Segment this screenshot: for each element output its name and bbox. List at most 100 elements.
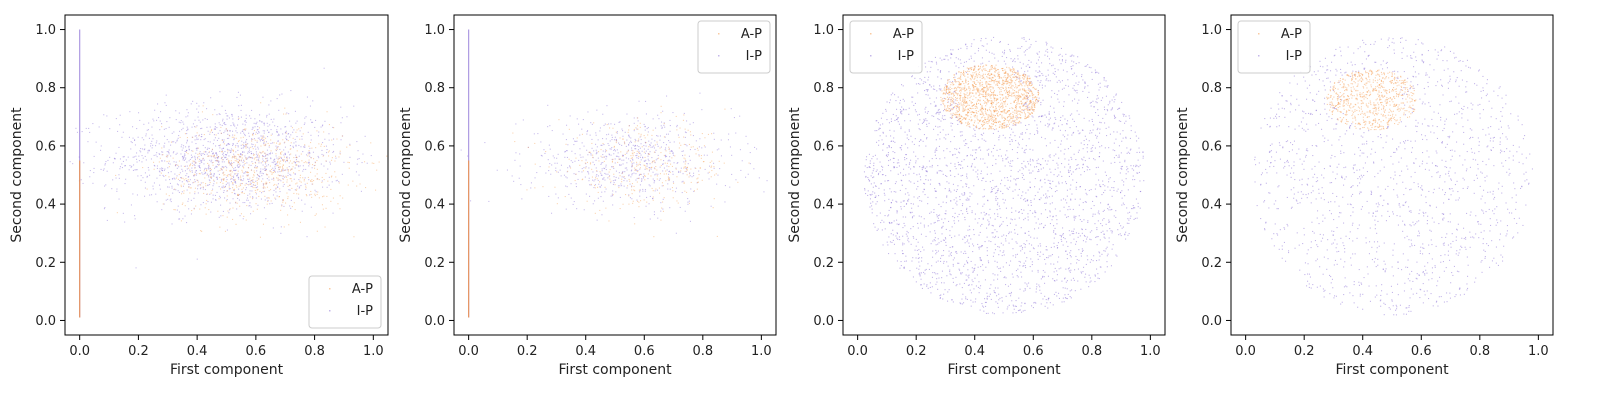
point-i-p — [869, 206, 871, 208]
point-a-p — [290, 148, 292, 150]
point-i-p — [639, 168, 641, 170]
point-i-p — [597, 179, 599, 181]
point-i-p — [935, 104, 937, 106]
point-i-p — [921, 169, 923, 171]
point-i-p — [937, 217, 939, 219]
point-i-p — [756, 148, 758, 150]
point-i-p — [871, 212, 873, 214]
point-i-p — [921, 200, 923, 202]
point-i-p — [622, 155, 624, 157]
point-i-p — [600, 186, 602, 188]
point-i-p — [243, 146, 245, 148]
point-i-p — [596, 151, 598, 153]
point-i-p — [1119, 233, 1121, 235]
point-a-p — [240, 179, 242, 181]
point-i-p — [177, 205, 179, 207]
point-i-p — [631, 165, 633, 167]
point-i-p — [186, 189, 188, 191]
point-a-p — [221, 168, 223, 170]
point-i-p — [190, 199, 192, 201]
point-i-p — [882, 174, 884, 176]
point-i-p — [197, 188, 199, 190]
point-i-p — [1099, 252, 1101, 254]
point-i-p — [999, 267, 1001, 269]
point-i-p — [247, 157, 249, 159]
point-i-p — [257, 159, 259, 161]
point-i-p — [669, 141, 671, 143]
point-i-p — [197, 138, 199, 140]
point-a-p — [256, 189, 258, 191]
point-i-p — [644, 189, 646, 191]
point-i-p — [1099, 146, 1101, 148]
point-i-p — [956, 189, 958, 191]
point-i-p — [312, 151, 314, 153]
point-i-p — [270, 157, 272, 159]
point-i-p — [232, 134, 234, 136]
point-a-p — [298, 193, 300, 195]
point-i-p — [1056, 81, 1058, 83]
point-i-p — [749, 163, 751, 165]
point-i-p — [304, 146, 306, 148]
point-i-p — [940, 206, 942, 208]
point-i-p — [571, 150, 573, 152]
point-i-p — [1084, 81, 1086, 83]
point-a-p — [599, 181, 601, 183]
point-a-p — [307, 176, 309, 178]
point-a-p — [232, 149, 234, 151]
point-i-p — [167, 167, 169, 169]
point-a-p — [671, 157, 673, 159]
point-i-p — [1040, 278, 1042, 280]
point-i-p — [679, 206, 681, 208]
point-i-p — [648, 167, 650, 169]
point-i-p — [1110, 109, 1112, 111]
point-i-p — [904, 131, 906, 133]
point-i-p — [234, 167, 236, 169]
point-i-p — [596, 109, 598, 111]
point-i-p — [1142, 151, 1144, 153]
point-i-p — [162, 174, 164, 176]
point-i-p — [1024, 54, 1026, 56]
point-i-p — [600, 162, 602, 164]
point-i-p — [204, 171, 206, 173]
point-i-p — [1022, 310, 1024, 312]
point-a-p — [225, 169, 227, 171]
point-i-p — [242, 147, 244, 149]
point-i-p — [215, 145, 217, 147]
point-i-p — [701, 147, 703, 149]
point-i-p — [997, 236, 999, 238]
point-i-p — [1127, 189, 1129, 191]
point-a-p — [624, 143, 626, 145]
point-i-p — [194, 193, 196, 195]
point-i-p — [149, 194, 151, 196]
point-i-p — [246, 158, 248, 160]
point-i-p — [213, 180, 215, 182]
point-i-p — [122, 212, 124, 214]
point-i-p — [252, 196, 254, 198]
point-i-p — [1070, 184, 1072, 186]
point-i-p — [1032, 149, 1034, 151]
point-i-p — [975, 157, 977, 159]
point-i-p — [1081, 250, 1083, 252]
point-i-p — [631, 185, 633, 187]
point-i-p — [583, 167, 585, 169]
point-i-p — [913, 143, 915, 145]
point-a-p — [280, 209, 282, 211]
point-i-p — [1133, 169, 1135, 171]
point-i-p — [187, 176, 189, 178]
point-i-p — [289, 184, 291, 186]
point-i-p — [1025, 267, 1027, 269]
point-a-p — [273, 171, 275, 173]
point-i-p — [299, 130, 301, 132]
point-a-p — [237, 194, 239, 196]
point-i-p — [881, 169, 883, 171]
point-i-p — [669, 150, 671, 152]
point-i-p — [171, 132, 173, 134]
point-i-p — [947, 300, 949, 302]
point-a-p — [591, 142, 593, 144]
point-i-p — [882, 166, 884, 168]
point-i-p — [974, 129, 976, 131]
point-a-p — [545, 151, 547, 153]
point-i-p — [915, 238, 917, 240]
point-i-p — [278, 158, 280, 160]
point-i-p — [268, 146, 270, 148]
